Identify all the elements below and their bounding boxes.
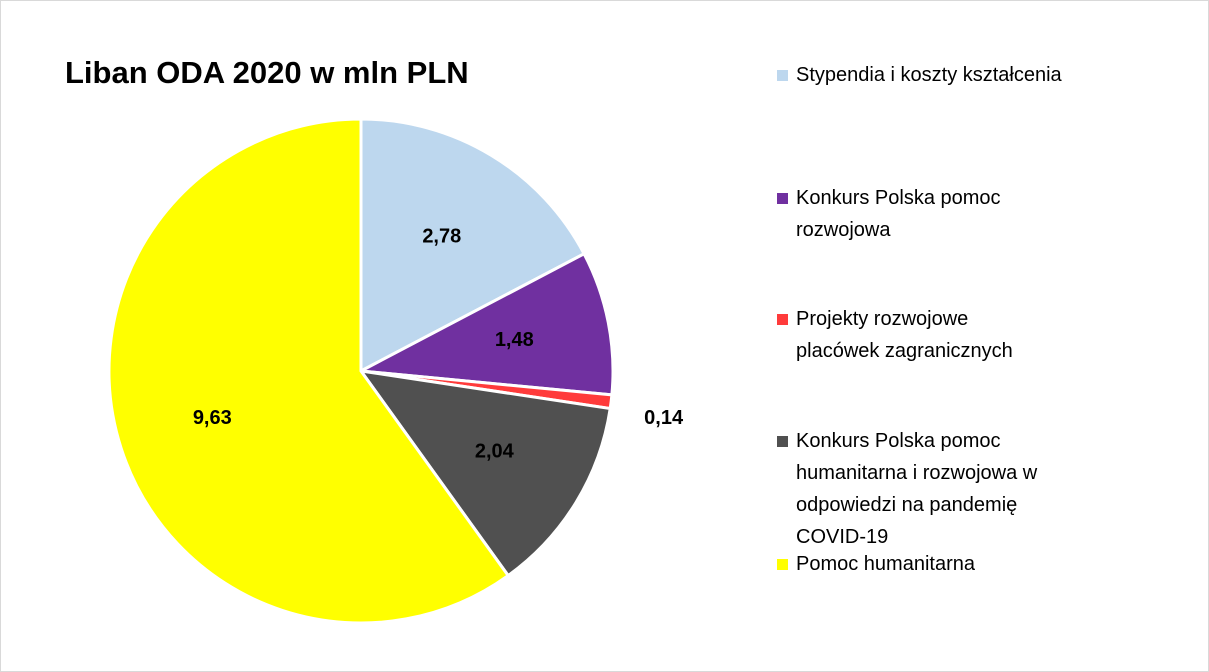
data-label: 2,04 xyxy=(475,441,515,463)
pie-slice xyxy=(355,251,615,397)
legend-item: Stypendia i koszty kształcenia xyxy=(777,59,1067,91)
legend-item: Projekty rozwojowe placówek zagranicznyc… xyxy=(777,303,1067,367)
pie-slice xyxy=(107,117,511,625)
legend-label: Konkurs Polska pomoc rozwojowa xyxy=(796,187,1001,241)
legend-swatch xyxy=(777,559,788,570)
legend-swatch xyxy=(777,70,788,81)
legend-label: Konkurs Polska pomoc humanitarna i rozwo… xyxy=(796,430,1038,548)
data-label: 1,48 xyxy=(495,329,534,351)
legend-swatch xyxy=(777,436,788,447)
legend-swatch xyxy=(777,314,788,325)
legend-item: Pomoc humanitarna xyxy=(777,548,1067,580)
pie-slice xyxy=(357,368,612,578)
data-label: 9,63 xyxy=(193,407,232,429)
legend-swatch xyxy=(777,193,788,204)
data-label: 2,78 xyxy=(422,226,461,248)
pie-slice xyxy=(359,117,587,374)
legend-label: Pomoc humanitarna xyxy=(796,553,975,575)
chart-title: Liban ODA 2020 w mln PLN xyxy=(65,55,469,90)
legend-label: Stypendia i koszty kształcenia xyxy=(796,64,1062,86)
data-label: 0,14 xyxy=(644,407,684,429)
legend-item: Konkurs Polska pomoc rozwojowa xyxy=(777,182,1067,246)
legend-label: Projekty rozwojowe placówek zagranicznyc… xyxy=(796,308,1013,362)
legend-item: Konkurs Polska pomoc humanitarna i rozwo… xyxy=(777,425,1067,553)
